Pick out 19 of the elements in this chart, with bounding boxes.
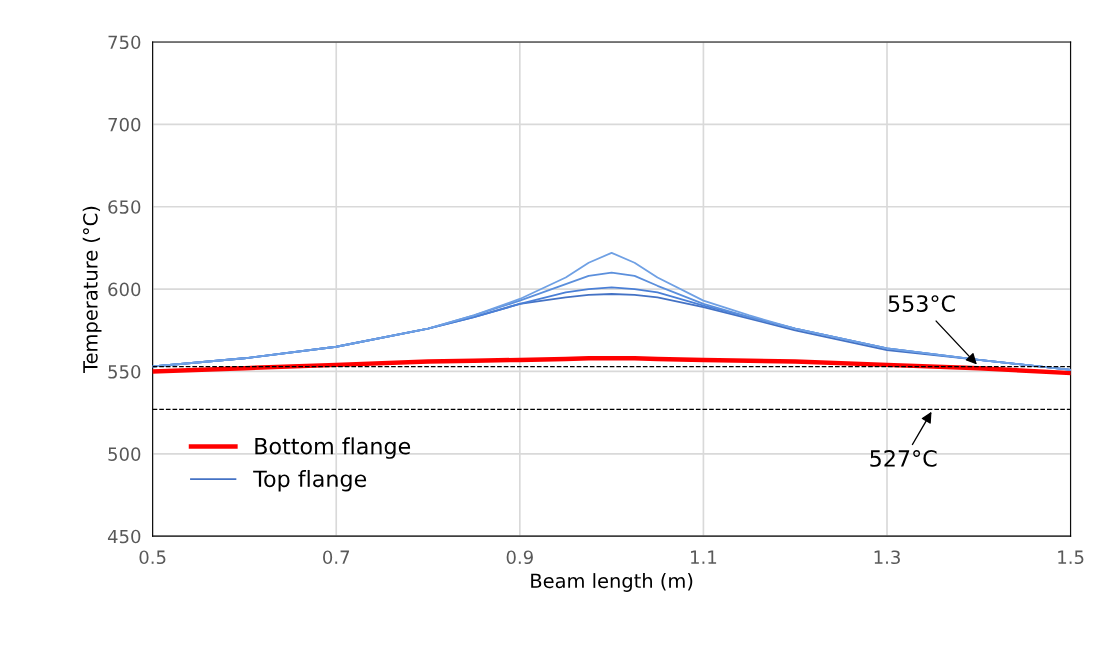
y-tick-label: 550 bbox=[108, 364, 141, 379]
x-tick-label: 0.7 bbox=[323, 550, 350, 565]
legend-label: Bottom flange bbox=[255, 437, 411, 459]
y-tick-label: 600 bbox=[108, 282, 141, 297]
x-axis-title: Beam length (m) bbox=[531, 573, 693, 592]
annotation: 527°C bbox=[870, 450, 937, 467]
x-tick-label: 1.5 bbox=[1058, 550, 1084, 565]
y-tick-label: 650 bbox=[108, 200, 141, 214]
legend-label: Top flange bbox=[253, 469, 367, 492]
y-tick-label: 500 bbox=[108, 447, 141, 461]
y-tick-label: 750 bbox=[108, 35, 141, 50]
y-tick-label: 700 bbox=[108, 117, 141, 132]
x-tick-label: 0.9 bbox=[506, 550, 533, 565]
x-tick-label: 1.1 bbox=[691, 550, 717, 564]
x-tick-label: 1.3 bbox=[874, 550, 900, 565]
annotation: 553°C bbox=[888, 295, 955, 313]
y-axis-title: Temperature (°C) bbox=[82, 206, 102, 374]
y-tick-label: 450 bbox=[107, 529, 141, 544]
x-tick-label: 0.5 bbox=[139, 550, 166, 565]
